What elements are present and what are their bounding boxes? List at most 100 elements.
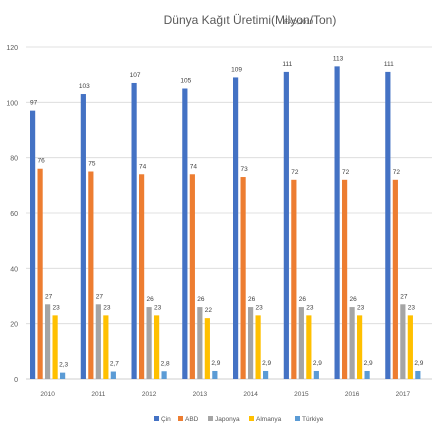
data-label: 105 [180,78,191,85]
bar [37,168,43,379]
y-tick-label: 40 [10,266,18,273]
bar [88,171,94,379]
bar [291,179,297,379]
data-label: 23 [408,304,416,311]
data-label: 23 [154,304,162,311]
bar [212,370,218,379]
data-label: 23 [306,304,314,311]
data-label: 23 [357,304,365,311]
legend-label: Japonya [215,416,240,423]
bar [248,307,254,379]
legend-swatch [154,416,159,421]
bar [313,370,319,379]
data-label: 72 [393,169,401,176]
x-tick-label: 2017 [396,391,411,398]
x-tick-label: 2015 [294,391,309,398]
bar [182,88,188,379]
bar [385,71,391,380]
data-label: 113 [333,55,344,62]
legend-label: Türkiye [302,416,324,423]
legend-label: ABD [185,416,199,423]
bar [255,315,261,379]
data-label: 111 [282,61,292,68]
bar [60,372,66,379]
bar [364,370,370,379]
data-label: 2,9 [211,360,220,367]
data-label: 23 [52,304,60,311]
data-label: 74 [190,163,198,170]
data-label: 23 [255,304,263,311]
data-label: 2,9 [364,360,373,367]
bar [334,66,340,379]
y-tick-label: 100 [6,100,18,107]
data-label: 27 [400,293,408,300]
bar [263,370,269,379]
data-label: 72 [342,169,350,176]
data-label: 26 [248,296,256,303]
bar [357,315,363,379]
data-label: 107 [130,72,141,79]
bar [131,82,137,379]
data-label: 27 [96,293,104,300]
data-label: 26 [349,296,357,303]
data-label: 22 [205,307,213,314]
data-label: 74 [139,163,147,170]
y-tick-label: 20 [10,322,18,329]
data-label: 26 [146,296,154,303]
data-label: 26 [197,296,205,303]
legend-label: Çin [161,416,171,423]
data-label: 2,9 [313,360,322,367]
bar [349,307,355,379]
x-tick-label: 2014 [243,391,258,398]
bar [45,304,51,379]
data-label: 2,8 [161,360,170,367]
data-label: 27 [45,293,53,300]
x-tick-label: 2012 [142,391,157,398]
y-tick-label: 0 [14,377,18,384]
bar [298,307,304,379]
bar [110,371,116,379]
bar [146,307,152,379]
y-tick-label: 60 [10,211,18,218]
data-label: 2,9 [414,360,423,367]
data-label: 2,7 [110,361,119,368]
data-label: 2,3 [59,362,68,369]
bar [306,315,312,379]
bar [233,77,239,379]
data-label: 76 [37,158,45,165]
data-label: 2,9 [262,360,271,367]
bar [415,370,421,379]
bar [189,174,195,379]
bar [407,315,413,379]
y-tick-label: 80 [10,156,18,163]
chart-title: Dünya Kağıt Üretimi(Milyon/Ton) [164,13,337,27]
x-tick-label: 2013 [193,391,208,398]
bar [197,307,203,379]
data-label: 103 [79,83,90,90]
x-tick-label: 2016 [345,391,360,398]
x-tick-label: 2011 [91,391,105,398]
data-label: 111 [384,61,394,68]
bar [240,177,246,379]
bar [139,174,145,379]
bar [400,304,406,379]
data-label: 26 [299,296,307,303]
bar [161,371,167,379]
bar [95,304,101,379]
data-label: 23 [103,304,111,311]
legend-swatch [295,416,300,421]
bar [80,94,86,380]
legend-swatch [178,416,183,421]
bar [283,71,289,380]
data-label: 97 [30,100,38,107]
data-label: 73 [240,166,248,173]
data-label: 72 [291,169,299,176]
bar [342,179,348,379]
bar [103,315,109,379]
bar [204,318,210,379]
legend-swatch [249,416,254,421]
bar [154,315,160,379]
bar [52,315,58,379]
